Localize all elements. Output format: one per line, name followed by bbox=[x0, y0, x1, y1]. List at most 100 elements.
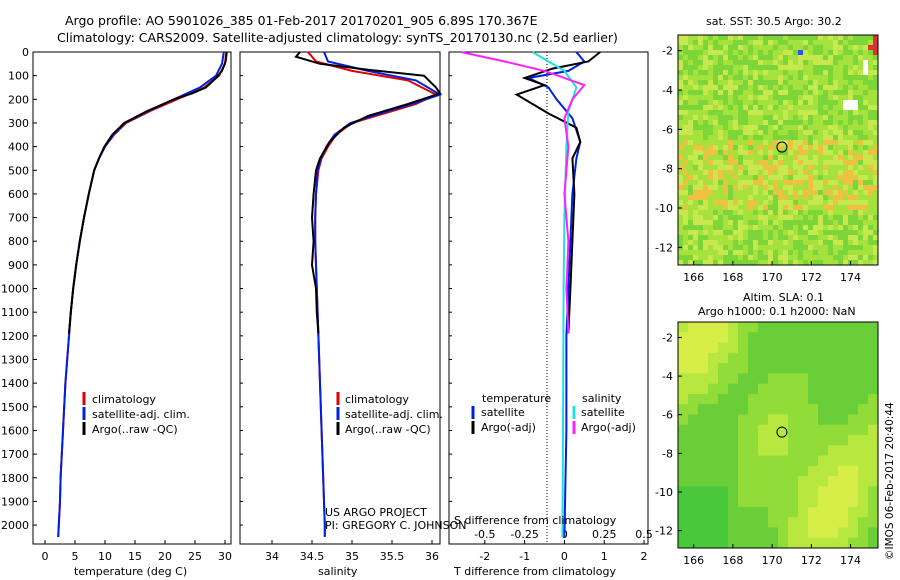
map-cell bbox=[853, 80, 859, 86]
map-cell bbox=[828, 373, 839, 385]
map-cell bbox=[783, 255, 789, 261]
lat-tick-label: -4 bbox=[662, 84, 673, 97]
map-cell bbox=[828, 205, 834, 211]
map-cell bbox=[728, 85, 734, 91]
map-cell bbox=[863, 135, 869, 141]
map-cell bbox=[708, 120, 714, 126]
map-cell bbox=[833, 150, 839, 156]
map-cell bbox=[693, 105, 699, 111]
map-cell bbox=[873, 35, 879, 41]
map-cell bbox=[858, 165, 864, 171]
map-cell bbox=[713, 200, 719, 206]
map-cell bbox=[773, 205, 779, 211]
map-cell bbox=[753, 200, 759, 206]
map-cell bbox=[768, 517, 779, 528]
depth-tick-label: 800 bbox=[8, 235, 29, 248]
map-cell bbox=[743, 250, 749, 256]
series-argo-raw-qc- bbox=[294, 51, 442, 334]
map-cell bbox=[808, 195, 814, 201]
map-cell bbox=[848, 125, 854, 131]
map-cell bbox=[753, 45, 759, 51]
map-cell bbox=[843, 165, 849, 171]
map-cell bbox=[858, 175, 864, 181]
map-cell bbox=[688, 424, 699, 436]
map-cell bbox=[768, 205, 774, 211]
map-cell bbox=[793, 85, 799, 91]
map-cell bbox=[733, 50, 739, 56]
map-cell bbox=[758, 383, 769, 395]
map-cell bbox=[703, 50, 709, 56]
map-cell bbox=[818, 50, 824, 56]
map-cell bbox=[793, 75, 799, 81]
map-cell bbox=[808, 60, 814, 66]
map-cell bbox=[698, 115, 704, 121]
map-cell bbox=[828, 455, 839, 467]
map-cell bbox=[828, 135, 834, 141]
map-cell bbox=[848, 90, 854, 96]
depth-tick-label: 1500 bbox=[1, 401, 29, 414]
map-cell bbox=[788, 130, 794, 136]
map-cell bbox=[708, 435, 719, 446]
map-cell bbox=[708, 95, 714, 101]
map-cell bbox=[868, 150, 874, 156]
map-cell bbox=[688, 60, 694, 66]
map-cell bbox=[838, 80, 844, 86]
map-cell bbox=[748, 125, 754, 131]
map-cell bbox=[838, 65, 844, 71]
map-cell bbox=[728, 373, 739, 385]
map-cell bbox=[698, 105, 704, 111]
map-cell bbox=[863, 215, 869, 221]
map-cell bbox=[698, 373, 709, 385]
map-cell bbox=[708, 105, 714, 111]
map-cell bbox=[703, 220, 709, 226]
map-cell bbox=[688, 352, 699, 364]
map-cell bbox=[708, 150, 714, 156]
map-cell bbox=[873, 75, 879, 81]
map-cell bbox=[708, 235, 714, 241]
map-cell bbox=[688, 414, 699, 426]
map-cell bbox=[868, 225, 874, 231]
map-cell bbox=[723, 35, 729, 41]
map-cell bbox=[738, 145, 744, 151]
map-cell bbox=[698, 150, 704, 156]
map-cell bbox=[728, 165, 734, 171]
map-cell bbox=[698, 255, 704, 261]
map-cell bbox=[858, 414, 869, 426]
map-cell bbox=[738, 200, 744, 206]
map-cell bbox=[683, 215, 689, 221]
map-cell bbox=[723, 70, 729, 76]
map-cell bbox=[848, 404, 859, 415]
map-cell bbox=[873, 125, 879, 131]
map-cell bbox=[858, 210, 864, 216]
map-cell bbox=[818, 517, 829, 528]
map-cell bbox=[743, 145, 749, 151]
map-cell bbox=[873, 185, 879, 191]
map-cell bbox=[798, 125, 804, 131]
map-cell bbox=[688, 50, 694, 56]
map-cell bbox=[743, 85, 749, 91]
map-cell bbox=[773, 50, 779, 56]
map-cell bbox=[758, 125, 764, 131]
map-cell bbox=[703, 130, 709, 136]
map-cell bbox=[818, 250, 824, 256]
map-cell bbox=[783, 245, 789, 251]
map-cell bbox=[708, 35, 714, 41]
map-cell bbox=[758, 200, 764, 206]
map-cell bbox=[718, 435, 729, 446]
map-cell bbox=[733, 155, 739, 161]
map-cell bbox=[773, 170, 779, 176]
map-cell bbox=[788, 80, 794, 86]
map-cell bbox=[748, 200, 754, 206]
series-climatology bbox=[307, 51, 439, 537]
map-cell bbox=[843, 255, 849, 261]
map-cell bbox=[793, 170, 799, 176]
map-cell bbox=[818, 225, 824, 231]
salinity-plot-frame bbox=[239, 51, 441, 545]
map-cell bbox=[833, 260, 839, 266]
map-cell bbox=[688, 125, 694, 131]
map-cell bbox=[738, 95, 744, 101]
map-cell bbox=[718, 240, 724, 246]
map-cell bbox=[778, 120, 784, 126]
map-cell bbox=[818, 175, 824, 181]
map-cell bbox=[713, 170, 719, 176]
